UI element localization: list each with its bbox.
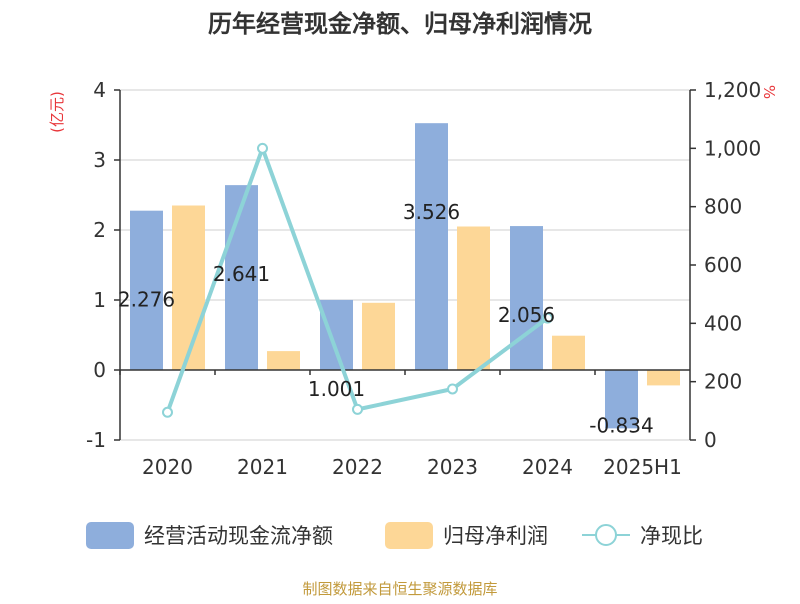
bar-operating-cash-flow bbox=[605, 370, 638, 429]
point-net-cash-ratio bbox=[352, 403, 363, 415]
bar-operating-cash-flow bbox=[510, 226, 543, 370]
data-label: 2.056 bbox=[498, 303, 555, 327]
bar-operating-cash-flow bbox=[415, 123, 448, 371]
bar-net-profit bbox=[457, 226, 490, 370]
bar-net-profit bbox=[267, 351, 300, 370]
axis-layer: 4 3 2 1 0 -1 1,200 1,000 800 600 400 200 0 2020 2021 20… bbox=[86, 78, 761, 479]
data-label: 2.276 bbox=[118, 288, 175, 312]
point-net-cash-ratio bbox=[257, 142, 268, 154]
y-right-tick-label: 400 bbox=[704, 311, 742, 335]
y-right-tick-label: 200 bbox=[704, 370, 742, 394]
chart-title: 历年经营现金净额、归母净利润情况 bbox=[208, 10, 592, 38]
data-label: 3.526 bbox=[403, 200, 460, 224]
bar-net-profit bbox=[362, 302, 395, 370]
x-tick-label: 2020 bbox=[142, 455, 193, 479]
line-layer bbox=[162, 142, 553, 418]
bar-layer bbox=[130, 123, 680, 429]
x-tick-label: 2021 bbox=[237, 455, 288, 479]
y-right-tick-label: 600 bbox=[704, 253, 742, 277]
bar-net-profit bbox=[647, 370, 680, 386]
y-left-tick-label: 3 bbox=[93, 148, 106, 172]
point-net-cash-ratio bbox=[542, 312, 553, 324]
x-tick-label: 2025H1 bbox=[603, 455, 682, 479]
y-right-axis-label: % bbox=[760, 85, 778, 99]
y-left-axis-label: (亿元) bbox=[48, 91, 66, 133]
label-layer: 2.276 2.641 1.001 3.526 2.056 -0.834 bbox=[118, 200, 654, 437]
data-label: -0.834 bbox=[589, 413, 653, 437]
bar-operating-cash-flow bbox=[130, 210, 163, 370]
point-net-cash-ratio bbox=[447, 383, 458, 395]
legend-swatch bbox=[385, 522, 433, 549]
y-left-tick-label: 1 bbox=[93, 288, 106, 312]
y-left-tick-label: 4 bbox=[93, 78, 106, 102]
y-right-tick-label: 1,000 bbox=[704, 136, 761, 160]
legend-marker bbox=[595, 524, 617, 546]
x-tick-label: 2024 bbox=[522, 455, 573, 479]
y-left-tick-label: 2 bbox=[93, 218, 106, 242]
data-label: 1.001 bbox=[308, 377, 365, 401]
grid-layer bbox=[120, 89, 690, 441]
bar-operating-cash-flow bbox=[225, 185, 258, 370]
y-right-tick-label: 800 bbox=[704, 195, 742, 219]
y-right-tick-label: 0 bbox=[704, 428, 717, 452]
point-net-cash-ratio bbox=[162, 406, 173, 418]
legend-label: 归母净利润 bbox=[443, 524, 548, 548]
legend-label: 净现比 bbox=[640, 524, 703, 548]
bar-operating-cash-flow bbox=[320, 299, 353, 370]
y-right-tick-label: 1,200 bbox=[704, 78, 761, 102]
y-left-tick-label: 0 bbox=[93, 358, 106, 382]
legend-swatch bbox=[86, 522, 134, 549]
y-left-tick-label: -1 bbox=[86, 428, 106, 452]
x-tick-label: 2022 bbox=[332, 455, 383, 479]
data-label: 2.641 bbox=[213, 262, 270, 286]
source-note: 制图数据来自恒生聚源数据库 bbox=[302, 580, 497, 598]
x-tick-label: 2023 bbox=[427, 455, 478, 479]
legend-label: 经营活动现金流净额 bbox=[144, 524, 333, 548]
bar-net-profit bbox=[552, 335, 585, 370]
bar-net-profit bbox=[172, 205, 205, 370]
legend: 经营活动现金流净额 归母净利润 净现比 bbox=[86, 522, 703, 549]
